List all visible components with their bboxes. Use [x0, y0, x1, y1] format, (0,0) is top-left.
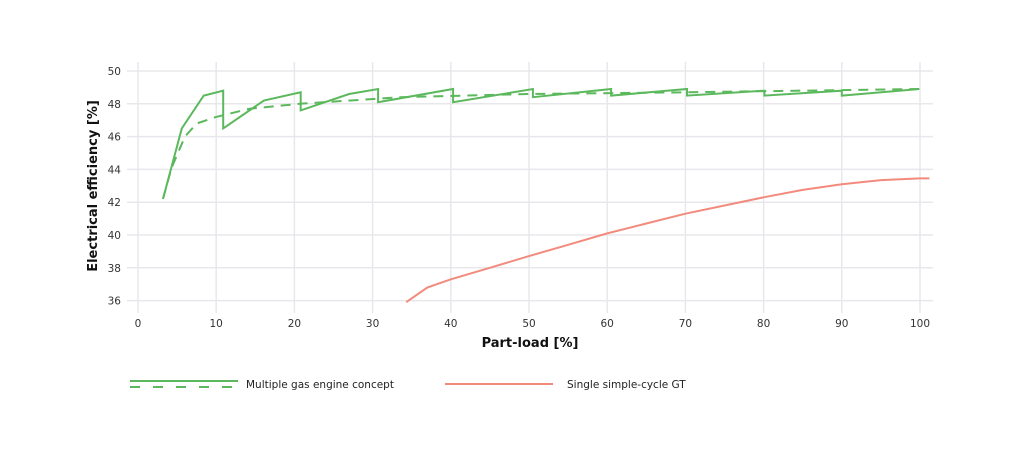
x-tick-label: 90 — [835, 318, 848, 330]
x-tick-label: 20 — [288, 318, 301, 330]
legend-label-gt: Single simple-cycle GT — [567, 379, 686, 391]
x-gridlines — [137, 62, 921, 313]
series-line-gas-engine-dashed — [162, 88, 921, 200]
x-tick-label: 40 — [444, 318, 457, 330]
series-line-gas-engine-solid — [162, 87, 920, 200]
legend-label-gas-engine: Multiple gas engine concept — [246, 379, 394, 391]
x-tick-label: 100 — [910, 318, 930, 330]
x-tick-label: 10 — [210, 318, 223, 330]
y-tick-label: 38 — [108, 263, 121, 275]
y-tick-label: 46 — [108, 132, 122, 144]
series-line-simple-cycle-gt — [405, 177, 930, 304]
y-tick-labels: 36 38 40 42 44 46 48 50 — [108, 66, 122, 308]
y-gridlines — [127, 70, 933, 302]
y-tick-label: 50 — [108, 66, 121, 78]
y-axis-title: Electrical efficiency [%] — [86, 100, 101, 272]
x-tick-label: 80 — [757, 318, 770, 330]
y-tick-label: 44 — [108, 164, 122, 176]
x-tick-label: 60 — [601, 318, 614, 330]
x-tick-label: 70 — [679, 318, 692, 330]
y-tick-label: 48 — [108, 99, 121, 111]
legend-item-gas-engine: Multiple gas engine concept — [130, 379, 394, 391]
y-tick-label: 36 — [108, 296, 122, 308]
y-tick-label: 42 — [108, 197, 121, 209]
x-tick-label: 30 — [366, 318, 379, 330]
series-layer — [162, 87, 930, 304]
x-tick-label: 50 — [522, 318, 535, 330]
x-tick-label: 0 — [135, 318, 142, 330]
legend-item-gt: Single simple-cycle GT — [445, 379, 686, 391]
x-axis-title: Part-load [%] — [482, 336, 579, 351]
legend: Multiple gas engine concept Single simpl… — [130, 379, 686, 391]
y-tick-label: 40 — [108, 230, 121, 242]
x-tick-labels: 0 10 20 30 40 50 60 70 80 90 100 — [135, 318, 930, 330]
